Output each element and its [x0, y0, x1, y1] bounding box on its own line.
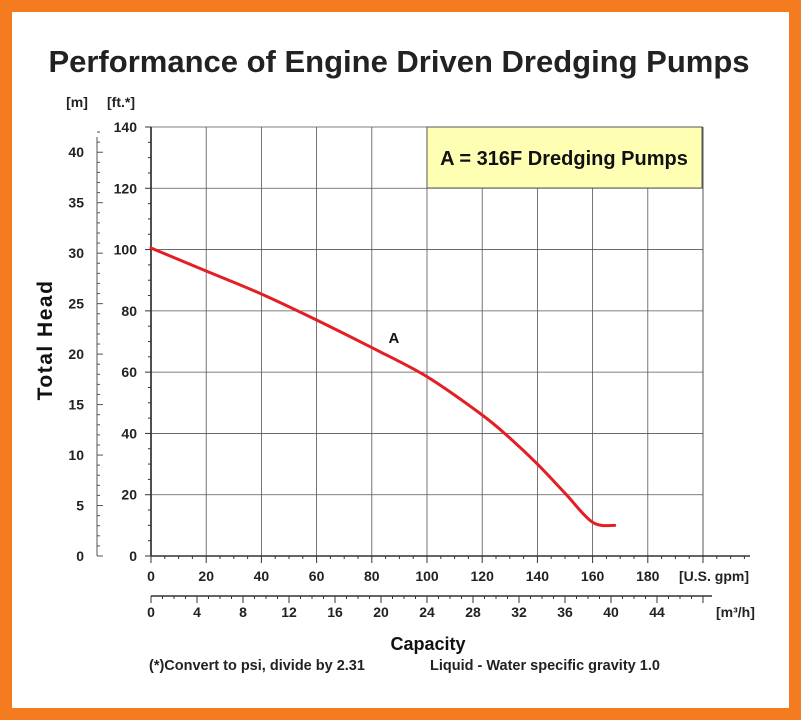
y2-tick-label: 30 [68, 245, 84, 261]
x-tick-label: 120 [471, 568, 495, 584]
x-unit: [U.S. gpm] [679, 568, 749, 584]
y-axis-title: Total Head [34, 280, 57, 401]
x2-tick-label: 40 [603, 604, 619, 620]
y-tick-label: 120 [114, 180, 138, 196]
x-tick-label: 80 [364, 568, 380, 584]
grid [150, 126, 704, 557]
x-tick-label: 60 [309, 568, 325, 584]
series-label-A: A [388, 330, 399, 347]
x2-tick-label: 32 [511, 604, 527, 620]
x-axis-title: Capacity [390, 634, 465, 654]
y-tick-label: 20 [121, 487, 137, 503]
series-line-A [149, 246, 617, 528]
y-tick-label: 0 [129, 548, 137, 564]
x2-tick-label: 36 [557, 604, 573, 620]
y-tick-label: 40 [121, 425, 137, 441]
y-unit: [ft.*] [107, 94, 135, 110]
y-tick-label: 60 [121, 364, 137, 380]
legend-text: A = 316F Dredging Pumps [440, 148, 688, 170]
x2-tick-label: 0 [147, 604, 155, 620]
chart-title: Performance of Engine Driven Dredging Pu… [48, 44, 749, 79]
x2-tick-label: 16 [327, 604, 343, 620]
legend-box: A = 316F Dredging Pumps [426, 126, 703, 189]
x2-unit: [m³/h] [716, 604, 755, 620]
y-axis-ft: 0 20 40 60 80 100 120 140 [114, 119, 152, 564]
x-tick-label: 140 [526, 568, 550, 584]
y2-tick-label: 40 [68, 144, 84, 160]
x2-tick-label: 20 [373, 604, 389, 620]
x2-tick-label: 28 [465, 604, 481, 620]
y2-tick-label: 35 [68, 195, 84, 211]
x-tick-label: 20 [198, 568, 214, 584]
x-tick-label: 160 [581, 568, 605, 584]
footnote-psi: (*)Convert to psi, divide by 2.31 [149, 658, 365, 674]
x-axis-m3h: 0 4 8 12 16 20 24 28 32 36 40 44 [147, 595, 712, 620]
x-axis-gpm: 0 20 40 60 80 100 120 140 160 180 [147, 555, 750, 584]
legend-box-bg [426, 126, 703, 189]
x2-tick-label: 8 [239, 604, 247, 620]
y-tick-label: 80 [121, 303, 137, 319]
x-tick-label: 40 [254, 568, 270, 584]
y2-tick-label: 25 [68, 296, 84, 312]
x2-tick-label: 44 [649, 604, 665, 620]
x2-tick-label: 4 [193, 604, 201, 620]
y2-tick-label: 20 [68, 346, 84, 362]
y-tick-label: 140 [114, 119, 138, 135]
y2-unit: [m] [66, 94, 88, 110]
x2-tick-label: 12 [281, 604, 297, 620]
y2-tick-label: 0 [76, 548, 84, 564]
footnote-gravity: Liquid - Water specific gravity 1.0 [430, 658, 660, 674]
x-tick-label: 0 [147, 568, 155, 584]
y-tick-label: 100 [114, 242, 138, 258]
x2-tick-label: 24 [419, 604, 435, 620]
y2-tick-label: 5 [76, 498, 84, 514]
series-group: A [149, 246, 617, 528]
y-axis-m: 0 5 10 15 20 25 30 35 40 [68, 131, 103, 564]
y2-tick-label: 15 [68, 397, 84, 413]
x-tick-label: 100 [415, 568, 439, 584]
x-tick-label: 180 [636, 568, 660, 584]
y2-tick-label: 10 [68, 447, 84, 463]
